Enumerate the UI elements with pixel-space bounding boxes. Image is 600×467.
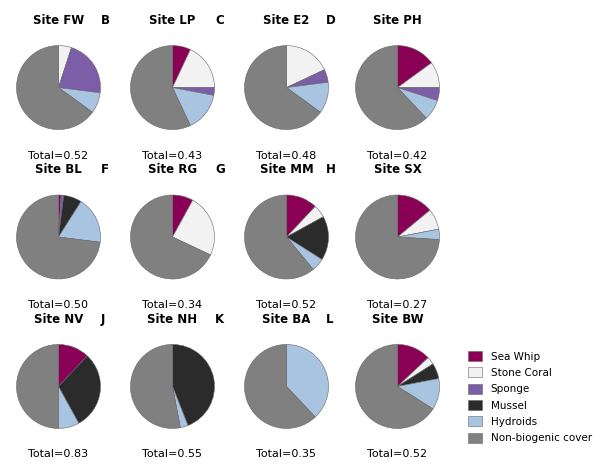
Text: Site NV: Site NV [34,312,83,325]
Text: Site LP: Site LP [149,14,196,27]
Wedge shape [172,46,190,88]
Wedge shape [131,195,211,279]
Wedge shape [58,46,71,88]
Wedge shape [398,229,440,240]
Wedge shape [397,195,430,237]
Text: L: L [326,312,334,325]
Wedge shape [59,202,100,242]
Wedge shape [287,217,328,260]
Wedge shape [131,345,181,428]
Wedge shape [59,195,64,237]
Wedge shape [398,63,439,88]
Wedge shape [398,379,439,409]
Text: Site BW: Site BW [371,312,424,325]
Wedge shape [59,48,100,93]
Text: C: C [215,14,224,27]
Wedge shape [59,195,81,237]
Text: Site NH: Site NH [148,312,197,325]
Text: Total=0.27: Total=0.27 [367,300,428,310]
Wedge shape [356,46,426,129]
Text: Total=0.48: Total=0.48 [256,150,317,161]
Text: Total=0.50: Total=0.50 [29,300,89,310]
Text: Site PH: Site PH [373,14,422,27]
Wedge shape [245,46,320,129]
Wedge shape [173,88,214,126]
Wedge shape [17,195,100,279]
Wedge shape [398,88,437,118]
Wedge shape [287,206,323,237]
Wedge shape [173,387,188,428]
Text: H: H [326,163,336,176]
Wedge shape [356,345,433,428]
Wedge shape [397,345,428,387]
Legend: Sea Whip, Stone Coral, Sponge, Mussel, Hydroids, Non-biogenic cover: Sea Whip, Stone Coral, Sponge, Mussel, H… [468,351,592,443]
Wedge shape [58,387,79,428]
Wedge shape [173,50,215,88]
Wedge shape [131,46,190,129]
Wedge shape [398,364,439,387]
Text: Total=0.55: Total=0.55 [143,449,203,460]
Wedge shape [172,195,193,237]
Wedge shape [286,195,315,237]
Text: Site RG: Site RG [148,163,197,176]
Text: Total=0.52: Total=0.52 [28,150,89,161]
Text: Site MM: Site MM [260,163,313,176]
Text: F: F [101,163,109,176]
Wedge shape [397,46,431,88]
Wedge shape [287,237,322,269]
Wedge shape [286,46,325,88]
Text: Site E2: Site E2 [263,14,310,27]
Text: Site BL: Site BL [35,163,82,176]
Wedge shape [17,46,92,129]
Text: K: K [215,312,224,325]
Wedge shape [173,88,215,95]
Wedge shape [59,356,100,423]
Wedge shape [287,70,328,88]
Text: D: D [326,14,336,27]
Wedge shape [398,358,433,387]
Text: Site SX: Site SX [374,163,421,176]
Wedge shape [286,345,328,417]
Text: Site FW: Site FW [33,14,84,27]
Wedge shape [245,195,313,279]
Wedge shape [58,195,61,237]
Wedge shape [58,345,87,387]
Wedge shape [245,345,315,428]
Wedge shape [398,88,439,100]
Text: Total=0.34: Total=0.34 [142,300,203,310]
Wedge shape [59,88,100,112]
Text: B: B [101,14,110,27]
Wedge shape [17,345,59,428]
Text: Total=0.52: Total=0.52 [256,300,317,310]
Text: J: J [101,312,106,325]
Text: Total=0.83: Total=0.83 [28,449,89,460]
Text: Total=0.35: Total=0.35 [257,449,317,460]
Text: Total=0.52: Total=0.52 [367,449,428,460]
Wedge shape [173,200,214,255]
Wedge shape [172,345,214,425]
Text: Site BA: Site BA [262,312,311,325]
Wedge shape [287,82,328,112]
Text: Total=0.42: Total=0.42 [367,150,428,161]
Text: G: G [215,163,225,176]
Wedge shape [398,210,439,237]
Text: Total=0.43: Total=0.43 [142,150,203,161]
Wedge shape [356,195,439,279]
